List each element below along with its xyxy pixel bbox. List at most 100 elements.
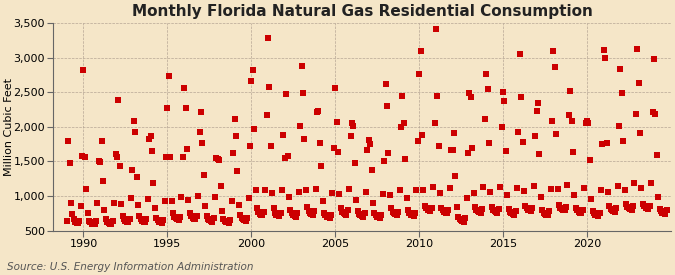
- Point: [157, 221, 167, 225]
- Point: [615, 67, 626, 72]
- Point: [582, 118, 593, 123]
- Point: [335, 206, 346, 211]
- Point: [632, 47, 643, 52]
- Point: [446, 148, 457, 153]
- Point: [270, 210, 281, 215]
- Point: [422, 208, 433, 212]
- Point: [642, 206, 653, 211]
- Point: [184, 211, 195, 215]
- Point: [495, 185, 506, 189]
- Point: [80, 155, 90, 160]
- Title: Monthly Florida Natural Gas Residential Consumption: Monthly Florida Natural Gas Residential …: [132, 4, 593, 19]
- Point: [405, 212, 416, 217]
- Point: [449, 131, 460, 135]
- Point: [290, 214, 300, 218]
- Point: [355, 213, 366, 218]
- Point: [77, 154, 88, 158]
- Point: [63, 138, 74, 143]
- Point: [410, 210, 421, 215]
- Point: [123, 220, 134, 224]
- Point: [605, 207, 616, 211]
- Point: [348, 124, 359, 128]
- Point: [580, 121, 591, 126]
- Point: [263, 36, 273, 40]
- Point: [286, 211, 297, 215]
- Point: [650, 111, 661, 116]
- Point: [102, 219, 113, 224]
- Point: [218, 216, 229, 221]
- Point: [95, 160, 106, 164]
- Point: [389, 211, 400, 215]
- Point: [628, 204, 639, 208]
- Point: [510, 209, 521, 213]
- Point: [250, 188, 261, 192]
- Point: [633, 80, 644, 85]
- Point: [61, 219, 72, 223]
- Point: [547, 118, 558, 123]
- Point: [246, 79, 256, 83]
- Point: [122, 219, 132, 224]
- Point: [299, 136, 310, 141]
- Point: [646, 181, 657, 185]
- Point: [558, 208, 568, 212]
- Point: [204, 218, 215, 222]
- Point: [340, 212, 350, 216]
- Point: [323, 215, 333, 219]
- Point: [655, 209, 666, 213]
- Point: [396, 125, 406, 129]
- Point: [338, 211, 349, 215]
- Point: [364, 142, 375, 146]
- Point: [198, 172, 209, 177]
- Point: [227, 151, 238, 155]
- Point: [70, 220, 80, 224]
- Point: [516, 95, 526, 99]
- Point: [436, 205, 447, 210]
- Point: [117, 214, 128, 218]
- Point: [651, 153, 662, 157]
- Point: [151, 216, 161, 220]
- Point: [384, 193, 395, 197]
- Point: [625, 207, 636, 211]
- Point: [78, 68, 89, 72]
- Point: [166, 199, 177, 203]
- Point: [637, 201, 648, 206]
- Point: [419, 204, 430, 208]
- Point: [183, 198, 194, 202]
- Point: [81, 187, 92, 191]
- Point: [654, 207, 665, 211]
- Point: [273, 213, 284, 218]
- Point: [418, 188, 429, 192]
- Point: [124, 216, 135, 221]
- Point: [380, 82, 391, 86]
- Y-axis label: Million Cubic Feet: Million Cubic Feet: [4, 78, 14, 176]
- Point: [404, 211, 414, 215]
- Point: [544, 209, 555, 213]
- Point: [470, 205, 481, 209]
- Point: [254, 212, 265, 216]
- Point: [570, 205, 581, 210]
- Point: [574, 210, 585, 215]
- Point: [598, 48, 609, 52]
- Point: [475, 210, 486, 215]
- Point: [537, 208, 547, 212]
- Point: [450, 174, 461, 178]
- Point: [64, 161, 75, 165]
- Point: [373, 215, 384, 219]
- Point: [71, 221, 82, 225]
- Point: [502, 193, 512, 197]
- Point: [485, 189, 496, 194]
- Point: [415, 49, 426, 53]
- Point: [317, 199, 328, 203]
- Point: [294, 189, 304, 194]
- Point: [282, 154, 293, 158]
- Point: [439, 210, 450, 214]
- Point: [354, 212, 364, 216]
- Point: [641, 205, 651, 210]
- Point: [471, 208, 482, 212]
- Point: [325, 212, 336, 217]
- Point: [214, 158, 225, 162]
- Point: [130, 130, 140, 134]
- Point: [590, 212, 601, 217]
- Point: [240, 219, 251, 223]
- Point: [132, 203, 143, 207]
